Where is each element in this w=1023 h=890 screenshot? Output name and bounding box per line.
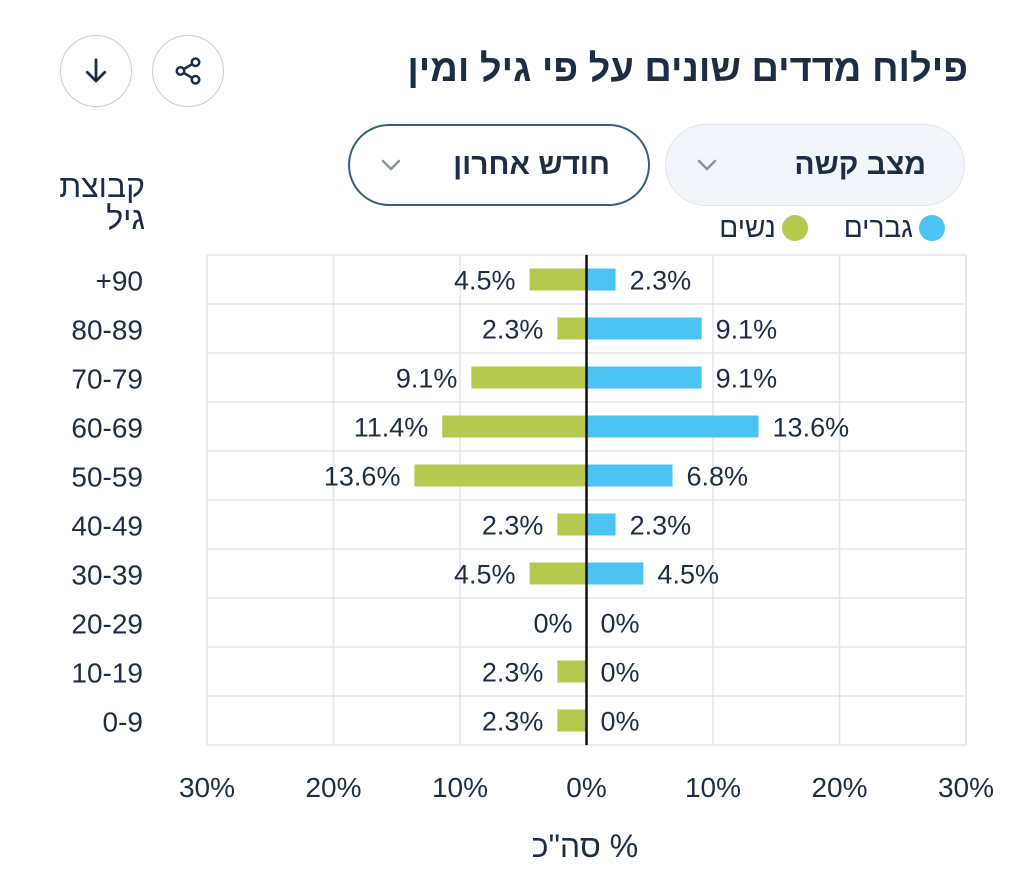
data-label-men: 4.5% [657,560,719,590]
data-label-women: 4.5% [454,266,516,296]
chevron-down-icon [697,159,717,171]
share-icon [175,57,201,85]
y-tick-label: 60-69 [71,413,143,444]
status-dropdown-value: מצב קשה [794,148,926,181]
x-tick-label: 10% [432,772,488,803]
chart-title: פילוח מדדים שונים על פי גיל ומין [407,48,968,90]
y-tick-label: 30-39 [71,560,143,591]
x-tick-label: 30% [179,772,235,803]
legend-dot-men [919,215,945,241]
period-dropdown[interactable]: חודש אחרון [348,124,650,206]
data-label-men: 2.3% [630,266,692,296]
x-tick-label: 20% [305,772,361,803]
share-button[interactable] [152,35,224,107]
bar-men [586,366,702,389]
data-label-women: 2.3% [482,658,544,688]
legend-label-women: נשים [719,212,776,243]
y-axis-title: קבוצת גיל [59,168,145,236]
x-tick-label: 20% [811,772,867,803]
y-tick-label: 0-9 [103,707,143,738]
legend-dot-women [781,215,808,241]
y-tick-label: 10-19 [71,658,143,689]
legend-item-men[interactable]: גברים [844,212,945,244]
data-label-women: 11.4% [354,413,429,443]
y-tick-label: 80-89 [71,315,143,346]
data-label-women: 2.3% [482,511,544,541]
y-tick-label: 40-49 [71,511,143,542]
y-tick-label: 20-29 [71,609,143,640]
x-axis-title: % סה"כ [531,828,639,864]
bar-women [442,415,587,438]
x-tick-label: 0% [566,772,606,803]
chevron-down-icon [381,159,401,171]
status-dropdown[interactable]: מצב קשה [665,124,965,206]
data-label-men: 0% [601,609,640,639]
data-label-women: 9.1% [396,364,458,394]
period-dropdown-value: חודש אחרון [453,148,610,181]
data-label-men: 13.6% [773,413,850,443]
data-label-men: 0% [601,658,640,688]
bar-men [586,317,702,340]
legend-item-women[interactable]: נשים [719,212,808,244]
data-label-men: 6.8% [687,462,749,492]
data-label-women: 4.5% [454,560,516,590]
bar-men [586,415,759,438]
x-tick-label: 10% [685,772,741,803]
bar-women [471,366,587,389]
y-tick-label: 70-79 [71,364,143,395]
y-tick-label: 50-59 [71,462,143,493]
data-label-women: 2.3% [482,707,544,737]
bar-women [557,317,587,340]
bar-men [586,268,616,291]
data-label-men: 9.1% [716,315,778,345]
bar-women [557,660,587,683]
data-label-women: 0% [533,609,572,639]
legend-label-men: גברים [843,212,913,243]
data-label-women: 2.3% [482,315,544,345]
chart-legend: גברים נשים [683,212,945,244]
data-label-men: 0% [601,707,640,737]
download-button[interactable] [60,35,132,107]
data-label-women: 13.6% [324,462,401,492]
bar-women [529,562,587,585]
bar-women [557,709,587,732]
bar-men [586,513,616,536]
arrow-down-icon [85,58,107,83]
bar-men [586,464,673,487]
x-tick-label: 30% [938,772,994,803]
bar-men [586,562,644,585]
bar-women [557,513,587,536]
data-label-men: 2.3% [630,511,692,541]
bar-women [414,464,587,487]
y-tick-label: +90 [96,266,144,297]
data-label-men: 9.1% [716,364,778,394]
bar-women [529,268,587,291]
